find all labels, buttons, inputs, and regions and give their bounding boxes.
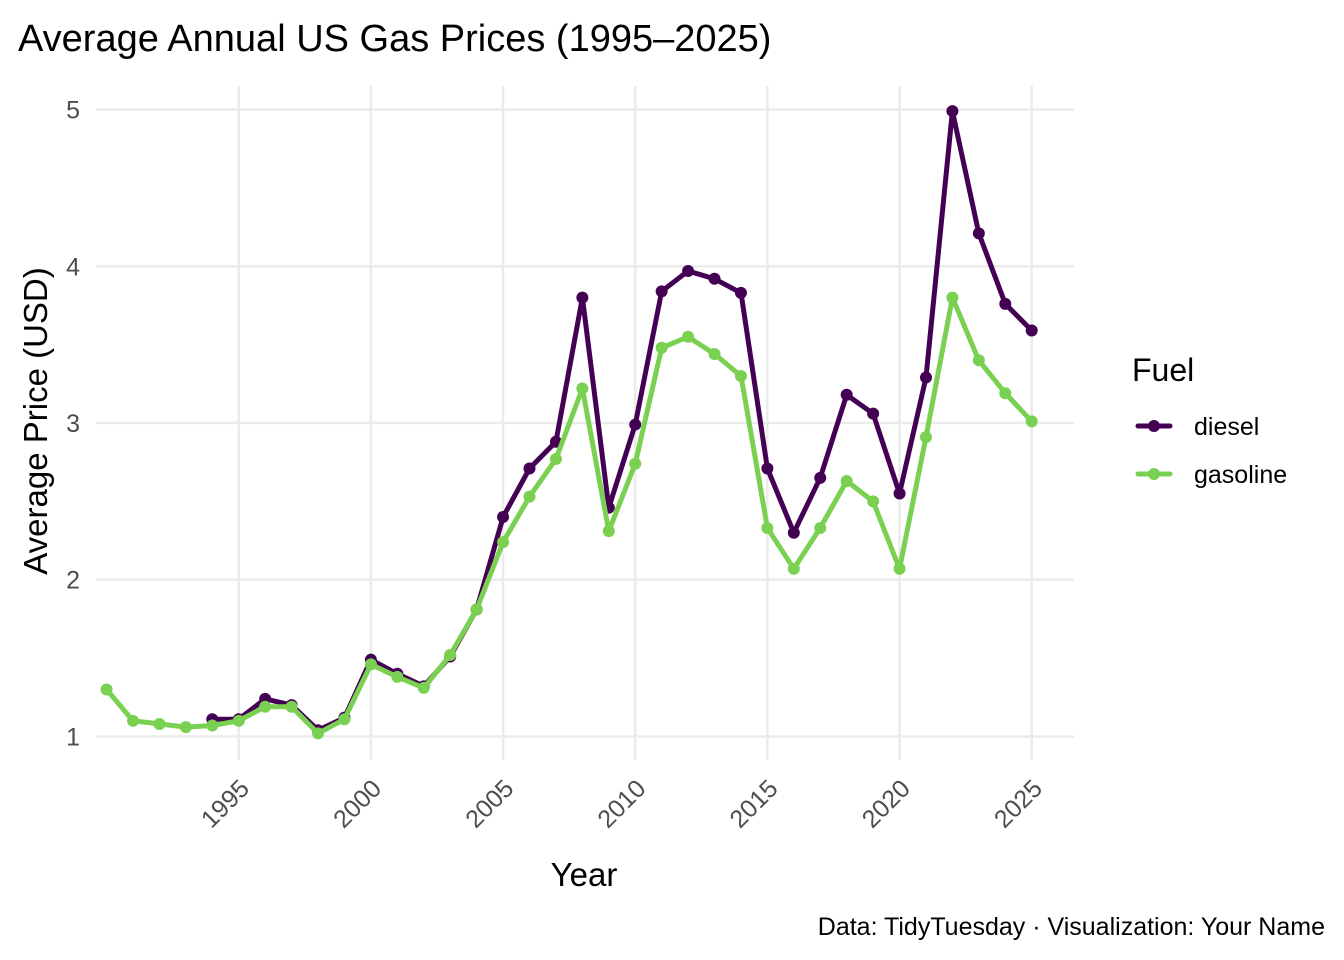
data-point-gasoline-2003 — [444, 649, 456, 661]
data-point-diesel-2014 — [735, 287, 747, 299]
data-point-diesel-2021 — [920, 372, 932, 384]
data-point-diesel-2019 — [867, 408, 879, 420]
legend-title: Fuel — [1132, 352, 1194, 388]
y-axis-title: Average Price (USD) — [17, 267, 54, 575]
data-point-gasoline-2018 — [841, 475, 853, 487]
legend-label-diesel: diesel — [1194, 413, 1259, 441]
x-axis-title: Year — [551, 856, 618, 893]
x-tick-labels: 1995 2000 2005 2010 2015 2020 2025 — [196, 774, 1048, 833]
data-point-gasoline-1990 — [101, 683, 113, 695]
legend-key-point-gasoline — [1148, 468, 1160, 480]
data-point-gasoline-2015 — [761, 522, 773, 534]
data-point-gasoline-1999 — [338, 713, 350, 725]
data-point-gasoline-2001 — [391, 671, 403, 683]
x-tick-label-2000: 2000 — [328, 774, 387, 833]
data-point-gasoline-2007 — [550, 453, 562, 465]
data-point-gasoline-2004 — [471, 604, 483, 616]
data-point-gasoline-2017 — [814, 522, 826, 534]
y-tick-labels: 1 2 3 4 5 — [66, 97, 80, 752]
data-point-gasoline-2014 — [735, 370, 747, 382]
data-point-diesel-2018 — [841, 389, 853, 401]
data-point-gasoline-1994 — [206, 720, 218, 732]
y-tick-label-2: 2 — [66, 567, 80, 595]
data-point-diesel-2020 — [894, 488, 906, 500]
data-point-gasoline-2025 — [1026, 415, 1038, 427]
data-point-diesel-2005 — [497, 511, 509, 523]
data-point-diesel-2006 — [523, 462, 535, 474]
x-tick-label-2015: 2015 — [724, 774, 783, 833]
data-point-gasoline-1993 — [180, 721, 192, 733]
data-point-gasoline-1998 — [312, 727, 324, 739]
data-point-diesel-2012 — [682, 265, 694, 277]
data-point-diesel-2011 — [656, 285, 668, 297]
y-tick-label-5: 5 — [66, 97, 80, 125]
series-line-diesel — [212, 111, 1031, 730]
y-tick-label-3: 3 — [66, 410, 80, 438]
data-point-gasoline-2013 — [709, 348, 721, 360]
x-tick-label-2010: 2010 — [592, 774, 651, 833]
data-point-gasoline-2006 — [523, 491, 535, 503]
data-point-gasoline-1995 — [233, 715, 245, 727]
legend-key-diesel — [1138, 420, 1170, 432]
data-point-diesel-2023 — [973, 227, 985, 239]
data-point-gasoline-1996 — [259, 701, 271, 713]
data-point-diesel-2016 — [788, 527, 800, 539]
legend-entries: diesel gasoline — [1138, 413, 1287, 489]
data-point-gasoline-2002 — [418, 682, 430, 694]
data-point-gasoline-2019 — [867, 495, 879, 507]
data-point-gasoline-2005 — [497, 536, 509, 548]
data-point-gasoline-1992 — [153, 718, 165, 730]
legend: Fuel diesel gasoline — [1132, 352, 1287, 489]
data-point-gasoline-1991 — [127, 715, 139, 727]
data-point-gasoline-1997 — [286, 701, 298, 713]
x-tick-label-2005: 2005 — [460, 774, 519, 833]
data-point-gasoline-2009 — [603, 525, 615, 537]
data-point-diesel-2013 — [709, 273, 721, 285]
legend-label-gasoline: gasoline — [1194, 461, 1287, 489]
data-point-diesel-2022 — [946, 105, 958, 117]
data-point-gasoline-2023 — [973, 354, 985, 366]
data-point-gasoline-2000 — [365, 658, 377, 670]
series-diesel — [206, 105, 1037, 736]
data-point-gasoline-2012 — [682, 331, 694, 343]
x-tick-label-2020: 2020 — [857, 774, 916, 833]
legend-key-point-diesel — [1148, 420, 1160, 432]
data-point-gasoline-2021 — [920, 431, 932, 443]
x-tick-label-1995: 1995 — [196, 774, 255, 833]
chart-caption: Data: TidyTuesday · Visualization: Your … — [818, 913, 1325, 941]
data-point-gasoline-2022 — [946, 292, 958, 304]
data-point-gasoline-2008 — [576, 383, 588, 395]
data-point-diesel-2015 — [761, 462, 773, 474]
y-tick-label-4: 4 — [66, 253, 80, 281]
data-point-gasoline-2020 — [894, 563, 906, 575]
chart-title: Average Annual US Gas Prices (1995–2025) — [18, 18, 771, 60]
data-point-gasoline-2011 — [656, 342, 668, 354]
data-point-diesel-2025 — [1026, 325, 1038, 337]
data-point-diesel-2017 — [814, 472, 826, 484]
y-tick-label-1: 1 — [66, 723, 80, 751]
data-point-gasoline-2010 — [629, 458, 641, 470]
x-tick-label-2025: 2025 — [989, 774, 1048, 833]
data-point-diesel-2010 — [629, 419, 641, 431]
legend-key-gasoline — [1138, 468, 1170, 480]
data-point-gasoline-2024 — [999, 387, 1011, 399]
data-point-diesel-2008 — [576, 292, 588, 304]
data-point-diesel-2024 — [999, 298, 1011, 310]
data-point-gasoline-2016 — [788, 563, 800, 575]
